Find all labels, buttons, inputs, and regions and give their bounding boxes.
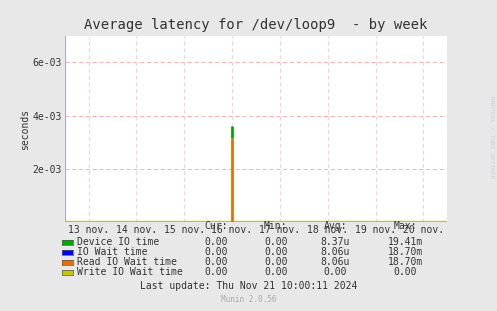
Y-axis label: seconds: seconds [20,109,30,150]
Text: 8.37u: 8.37u [321,237,350,247]
Text: Write IO Wait time: Write IO Wait time [77,267,183,277]
Text: Avg:: Avg: [324,221,347,231]
Text: Max:: Max: [393,221,417,231]
Text: 0.00: 0.00 [204,237,228,247]
Text: Read IO Wait time: Read IO Wait time [77,257,177,267]
Text: 8.06u: 8.06u [321,247,350,257]
Text: Device IO time: Device IO time [77,237,159,247]
Text: Cur:: Cur: [204,221,228,231]
Text: IO Wait time: IO Wait time [77,247,148,257]
Text: 0.00: 0.00 [264,257,288,267]
Text: 18.70m: 18.70m [388,247,422,257]
Text: RRDTOOL / TOBI OETIKER: RRDTOOL / TOBI OETIKER [490,95,495,178]
Text: 0.00: 0.00 [204,257,228,267]
Text: 0.00: 0.00 [264,237,288,247]
Title: Average latency for /dev/loop9  - by week: Average latency for /dev/loop9 - by week [84,18,427,32]
Text: 8.06u: 8.06u [321,257,350,267]
Text: Munin 2.0.56: Munin 2.0.56 [221,295,276,304]
Text: 0.00: 0.00 [264,267,288,277]
Text: 0.00: 0.00 [393,267,417,277]
Text: 19.41m: 19.41m [388,237,422,247]
Text: 0.00: 0.00 [264,247,288,257]
Text: Last update: Thu Nov 21 10:00:11 2024: Last update: Thu Nov 21 10:00:11 2024 [140,281,357,290]
Text: 0.00: 0.00 [324,267,347,277]
Text: Min:: Min: [264,221,288,231]
Text: 0.00: 0.00 [204,267,228,277]
Text: 0.00: 0.00 [204,247,228,257]
Text: 18.70m: 18.70m [388,257,422,267]
